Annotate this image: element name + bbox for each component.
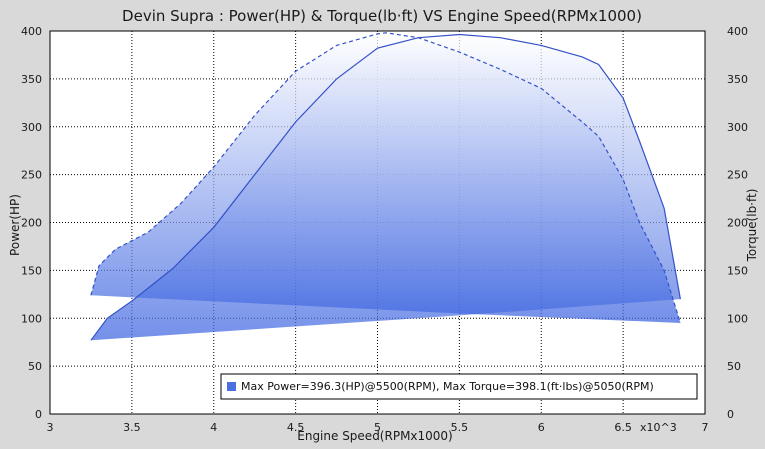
area-torque [90,32,681,324]
y-axis-left-label: Power(HP) [8,194,22,256]
x-tick-label: 6 [538,421,545,434]
y-tick-label-right: 400 [727,25,748,38]
series-areas [90,32,681,341]
plot-frame [49,30,706,415]
x-tick-label: 5.5 [451,421,469,434]
y-tick-label-left: 300 [21,121,42,134]
y-tick-label-right: 250 [727,169,748,182]
y-axis-right-ticks: 0 50 100 150 200 250 300 350 400 [727,25,748,421]
x-tick-label: 4.5 [287,421,305,434]
x-tick-label: 7 [702,421,709,434]
x-tick-label: 6.5 [614,421,632,434]
y-tick-label-left: 50 [28,360,42,373]
y-tick-label-right: 350 [727,73,748,86]
x-tick-label: 3.5 [123,421,141,434]
x-multiplier-label: x10^3 [640,421,677,434]
x-tick-label: 3 [47,421,54,434]
line-torque [90,32,681,324]
x-tick-label: 4 [210,421,217,434]
y-axis-right-label: Torque(lb·ft) [745,189,759,263]
y-tick-label-left: 400 [21,25,42,38]
y-tick-label-left: 200 [21,217,42,230]
y-tick-label-right: 0 [727,408,734,421]
y-tick-label-right: 300 [727,121,748,134]
y-tick-label-left: 150 [21,264,42,277]
y-tick-label-right: 150 [727,264,748,277]
y-tick-label-right: 50 [727,360,741,373]
chart-title: Devin Supra : Power(HP) & Torque(lb·ft) … [122,7,642,25]
legend: Max Power=396.3(HP)@5500(RPM), Max Torqu… [220,373,698,400]
y-tick-label-left: 350 [21,73,42,86]
x-axis-ticks: 3 3.5 4 4.5 5 5.5 6 6.5 7 [47,421,709,434]
legend-box [220,373,698,400]
y-tick-label-right: 200 [727,217,748,230]
y-tick-label-right: 100 [727,312,748,325]
x-tick-label: 5 [374,421,381,434]
y-tick-label-left: 250 [21,169,42,182]
y-axis-left-ticks: 0 50 100 150 200 250 300 350 400 [21,25,42,421]
legend-swatch [227,382,236,391]
legend-text: Max Power=396.3(HP)@5500(RPM), Max Torqu… [241,380,654,393]
series-lines [90,32,681,341]
y-tick-label-left: 100 [21,312,42,325]
y-tick-label-left: 0 [35,408,42,421]
x-axis-label: Engine Speed(RPMx1000) [297,429,453,443]
